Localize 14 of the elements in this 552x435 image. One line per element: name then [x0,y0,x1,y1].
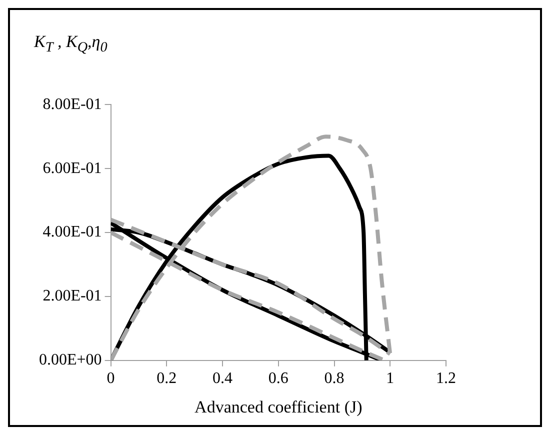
y-axis-title: K$_{T}$ , K$_{Q}$,η$_{0}$ [34,32,108,56]
y-tick-label: 2.00E-01 [42,288,102,305]
x-tick-label: 0.8 [324,370,344,388]
x-tick-label: 0.2 [156,370,177,388]
x-tick-label: 0.6 [268,370,288,388]
y-tick-label: 6.00E-01 [42,160,102,177]
x-tick-label: 1 [386,370,394,388]
y-tick-label: 4.00E-01 [42,224,102,241]
x-axis-title: Advanced coefficient (J) [194,397,362,416]
x-tick-label: 0.4 [212,370,233,388]
x-tick-label: 1.2 [436,370,456,388]
y-tick-label: 8.00E-01 [42,96,102,113]
x-tick-label: 0 [106,370,115,388]
y-tick-label: 0.00E+00 [39,352,102,369]
